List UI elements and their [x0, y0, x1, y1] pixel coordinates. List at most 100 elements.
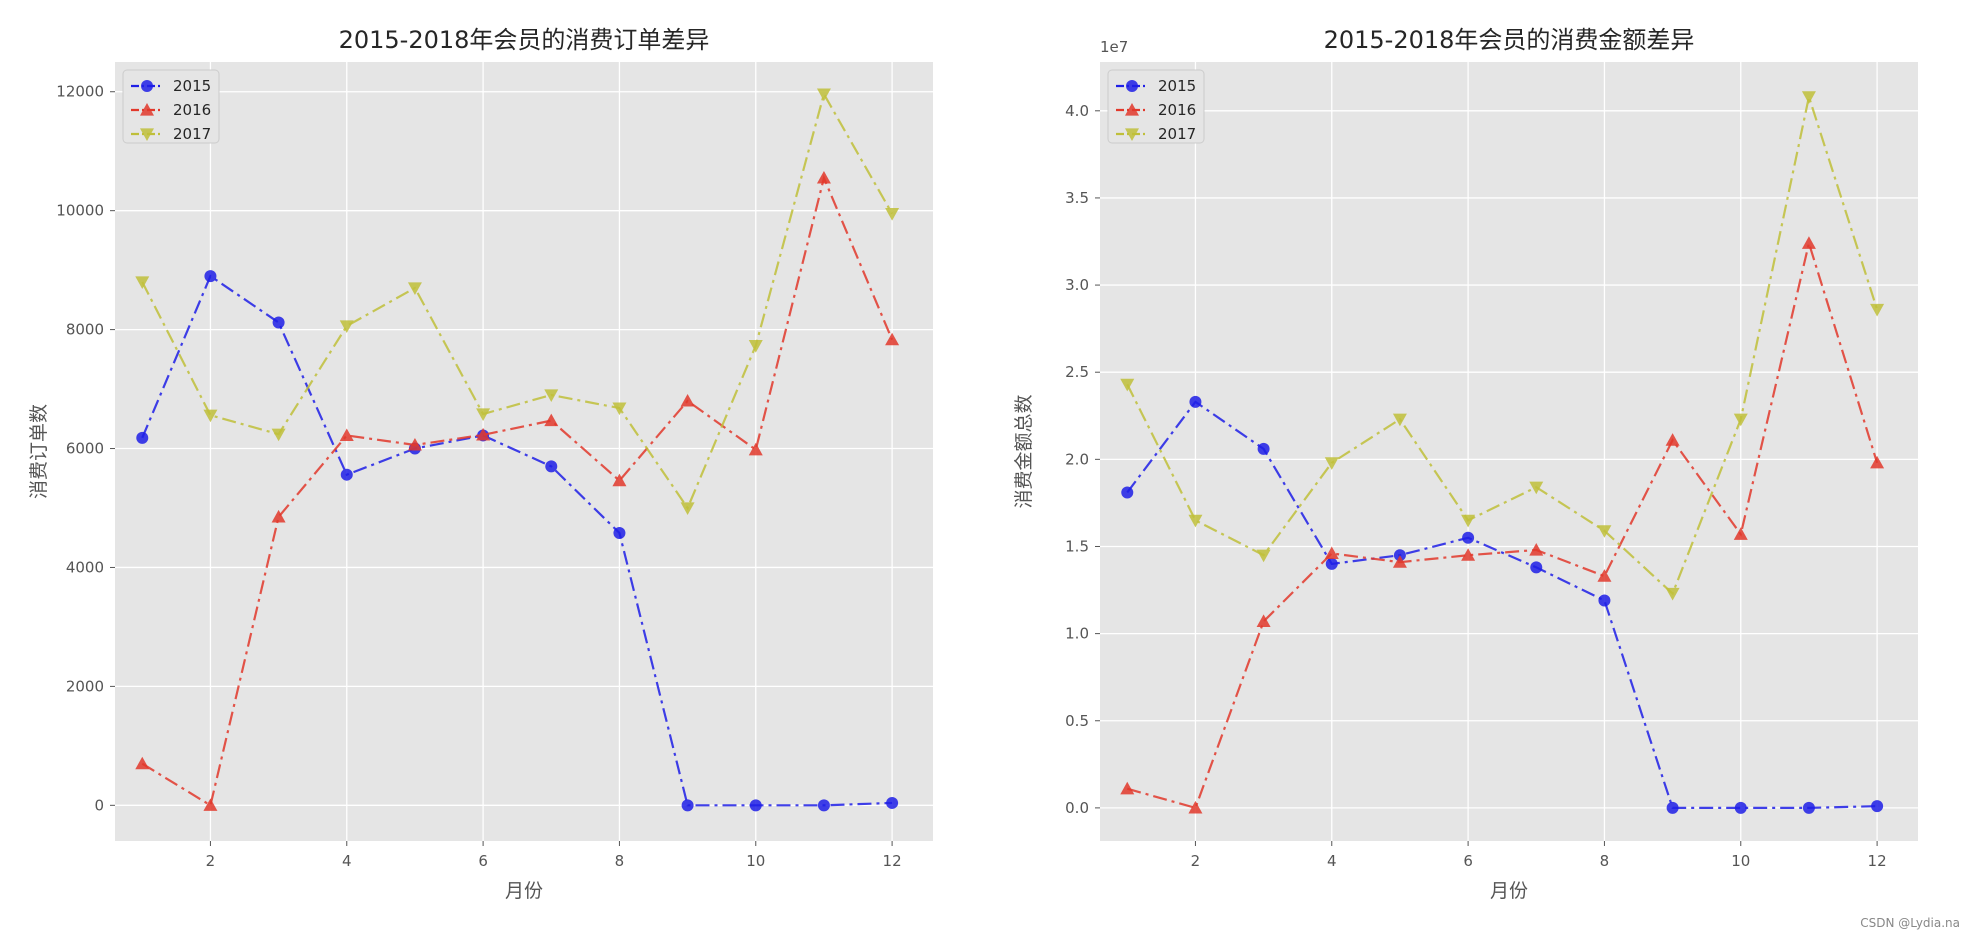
data-point-2017: [544, 389, 559, 403]
x-tick-label: 8: [1600, 852, 1610, 870]
data-point-2017: [271, 428, 286, 442]
y-tick-label: 12000: [56, 83, 104, 101]
legend-label-2016: 2016: [173, 101, 211, 119]
x-tick-label: 10: [1731, 852, 1750, 870]
data-point-2016: [680, 393, 695, 407]
data-point-2015: [1802, 801, 1815, 814]
data-point-2016: [885, 332, 900, 346]
data-point-2015: [1189, 395, 1202, 408]
legend-marker-2015: [1126, 80, 1138, 92]
data-point-2016: [135, 756, 150, 770]
x-tick-label: 8: [615, 852, 625, 870]
x-tick-label: 6: [1463, 852, 1473, 870]
data-point-2016: [1324, 546, 1339, 560]
data-point-2015: [545, 460, 558, 473]
data-point-2017: [612, 402, 627, 416]
x-axis-label: 月份: [1490, 880, 1528, 902]
chart-title: 2015-2018年会员的消费订单差异: [339, 26, 710, 54]
legend-marker-2015: [141, 80, 153, 92]
data-point-2015: [1462, 531, 1475, 544]
data-point-2015: [817, 799, 830, 812]
data-point-2016: [1120, 781, 1135, 795]
data-point-2015: [1121, 486, 1134, 499]
y-tick-label: 3.0: [1065, 276, 1089, 294]
data-point-2016: [1597, 569, 1612, 582]
y-tick-label: 0: [94, 796, 104, 814]
y-tick-label: 6000: [66, 440, 104, 458]
y-tick-label: 4.0: [1065, 102, 1089, 120]
data-point-2017: [1870, 303, 1885, 317]
data-point-2016: [544, 413, 559, 427]
data-point-2015: [136, 431, 149, 444]
legend-label-2015: 2015: [173, 77, 211, 95]
series-line-2017: [1126, 92, 1879, 596]
chart-panel-1: 2 4 6 8 10 12 0 2000 4000 6000 8000 10000 12000 2015-…: [28, 26, 933, 902]
data-point-2016: [1801, 236, 1816, 249]
legend-marker-2016: [140, 103, 154, 116]
series-line-2017: [141, 91, 894, 511]
y-tick-label: 4000: [66, 558, 104, 576]
y-axis-label: 消费金额总数: [1013, 394, 1035, 508]
legend-marker-2017: [140, 128, 154, 141]
y-tick-label: 2000: [66, 677, 104, 695]
legend-label-2016: 2016: [1158, 101, 1196, 119]
data-point-2017: [1597, 525, 1612, 538]
data-point-2017: [476, 408, 491, 422]
data-point-2017: [407, 282, 422, 295]
data-point-2015: [681, 799, 694, 812]
data-point-2016: [748, 442, 763, 456]
y-tick-label: 0.0: [1065, 799, 1089, 817]
data-point-2015: [204, 270, 217, 283]
y-tick-label: 2.5: [1065, 363, 1089, 381]
y-tick-label: 2.0: [1065, 450, 1089, 468]
legend-label-2017: 2017: [173, 125, 211, 143]
legend-label-2017: 2017: [1158, 125, 1196, 143]
data-point-2017: [1529, 481, 1544, 495]
data-point-2016: [1256, 614, 1271, 628]
data-point-2016: [203, 798, 218, 811]
y-axis-label: 消费订单数: [28, 404, 50, 499]
data-point-2017: [1461, 514, 1476, 528]
data-point-2017: [1392, 413, 1407, 427]
data-point-2015: [613, 526, 626, 539]
data-point-2017: [1733, 413, 1748, 427]
data-point-2016: [1665, 433, 1680, 446]
data-point-2016: [1461, 548, 1476, 561]
data-point-2016: [476, 427, 491, 441]
data-point-2017: [203, 409, 218, 423]
data-point-2015: [1734, 801, 1747, 814]
x-tick-label: 6: [478, 852, 488, 870]
data-point-2017: [816, 88, 831, 102]
data-point-2017: [1665, 587, 1680, 601]
y-tick-label: 1.0: [1065, 625, 1089, 643]
legend-marker-2017: [1125, 128, 1139, 141]
data-point-2015: [886, 796, 899, 809]
data-point-2016: [407, 437, 422, 451]
data-point-2015: [272, 316, 285, 329]
data-point-2016: [339, 428, 354, 442]
data-point-2017: [1120, 378, 1135, 392]
x-tick-label: 4: [342, 852, 352, 870]
data-point-2016: [1529, 542, 1544, 556]
data-point-2017: [1188, 514, 1203, 528]
data-point-2015: [1530, 561, 1543, 574]
y-offset-label: 1e7: [1100, 38, 1128, 56]
series-line-2016: [1126, 239, 1879, 810]
data-point-2017: [680, 502, 695, 515]
data-point-2015: [1325, 557, 1338, 570]
data-point-2015: [340, 468, 353, 481]
x-tick-label: 4: [1327, 852, 1337, 870]
data-point-2017: [748, 340, 763, 353]
data-point-2016: [1392, 555, 1407, 568]
data-point-2016: [271, 509, 286, 523]
data-point-2017: [1801, 91, 1816, 104]
series-2016: [1120, 236, 1885, 814]
data-point-2017: [339, 320, 354, 334]
series-line-2015: [1126, 400, 1878, 809]
series-2016: [135, 170, 900, 811]
data-point-2015: [749, 799, 762, 812]
series-2017: [1120, 91, 1885, 601]
data-point-2017: [135, 276, 150, 290]
legend-marker-2016: [1125, 103, 1139, 116]
series-2017: [135, 88, 900, 515]
